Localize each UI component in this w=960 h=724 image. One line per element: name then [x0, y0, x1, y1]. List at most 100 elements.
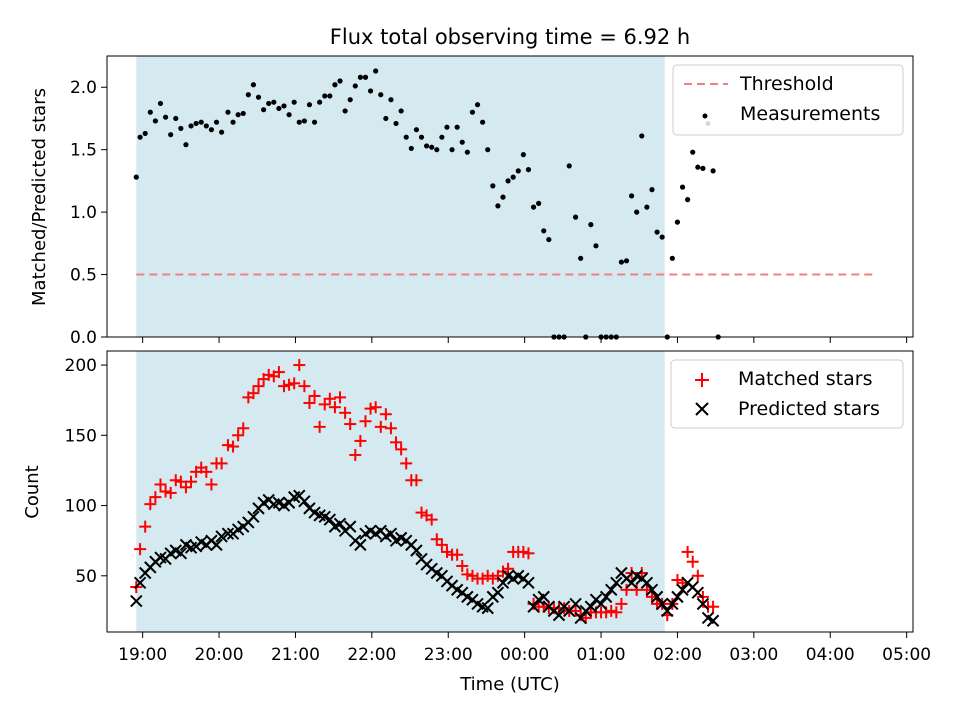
y-tick-label: 0.0	[70, 328, 97, 348]
measurement-point	[225, 109, 231, 115]
y-tick-label: 200	[65, 356, 97, 376]
matched-point	[339, 406, 352, 419]
matched-point	[139, 520, 152, 533]
predicted-point	[215, 530, 228, 543]
matched-point	[522, 547, 535, 560]
measurement-point	[367, 88, 374, 94]
x-tick-label: 01:00	[577, 645, 626, 665]
measurement-point	[218, 129, 225, 135]
measurement-point	[245, 92, 251, 98]
predicted-point	[354, 538, 367, 552]
top-shaded-span	[136, 56, 665, 337]
measurement-point	[250, 82, 257, 88]
measurement-point	[235, 112, 241, 118]
matched-point	[215, 457, 228, 470]
predicted-point	[625, 576, 638, 590]
matched-point	[232, 429, 245, 442]
matched-point	[169, 474, 182, 487]
matched-point	[313, 420, 326, 433]
measurement-point	[296, 119, 302, 125]
matched-point	[200, 465, 213, 478]
matched-point	[318, 398, 331, 411]
x-tick-label: 05:00	[882, 645, 931, 665]
legend-measurements-swatch	[702, 113, 708, 119]
measurement-point	[388, 97, 394, 103]
matched-point	[272, 366, 285, 379]
measurement-point	[286, 112, 292, 118]
measurement-point	[347, 97, 353, 103]
measurement-point	[454, 124, 460, 130]
matched-point	[159, 485, 172, 498]
matched-point	[354, 434, 367, 447]
top-legend-box	[672, 64, 904, 136]
y-tick-label: 1.0	[70, 203, 97, 223]
measurement-point	[572, 214, 579, 220]
matched-point	[486, 572, 499, 585]
measurement-point	[695, 164, 701, 170]
predicted-point	[384, 527, 398, 540]
matched-point	[349, 448, 362, 461]
matched-point	[247, 387, 260, 400]
x-tick-label: 03:00	[729, 645, 778, 665]
measurement-point	[654, 229, 660, 235]
x-axis-label: Time (UTC)	[459, 674, 560, 695]
matched-point	[308, 389, 321, 402]
measurement-point	[240, 110, 246, 117]
measurement-point	[327, 93, 333, 99]
measurement-point	[213, 119, 220, 125]
measurement-point	[306, 102, 313, 108]
measurement-point	[629, 193, 635, 199]
measurement-point	[710, 168, 716, 174]
measurement-point	[474, 102, 481, 108]
measurement-point	[266, 100, 272, 107]
measurement-point	[373, 68, 379, 74]
measurement-point	[271, 99, 277, 105]
matched-point	[610, 606, 623, 619]
measurement-point	[152, 118, 158, 124]
measurement-point	[495, 203, 501, 209]
bottom-shaded-span	[136, 351, 665, 632]
predicted-point	[671, 590, 684, 604]
matched-point	[359, 415, 372, 428]
matched-point	[620, 583, 633, 596]
measurement-point	[429, 144, 435, 150]
matched-point	[344, 418, 357, 431]
measurement-point	[342, 108, 348, 114]
matched-point	[430, 533, 443, 546]
matched-point	[440, 545, 453, 558]
matched-point	[686, 555, 699, 568]
matched-point	[323, 392, 336, 405]
measurement-point	[398, 108, 404, 114]
measurement-point	[530, 204, 537, 210]
x-tick-label: 22:00	[347, 645, 396, 665]
matched-point	[144, 498, 157, 511]
measurement-point	[178, 125, 184, 132]
predicted-point	[666, 597, 679, 611]
bottom-legend: Matched stars Predicted stars	[670, 359, 904, 429]
measurement-point	[337, 78, 343, 84]
bottom-legend-box	[670, 359, 904, 429]
matched-point	[252, 380, 265, 393]
matched-point	[154, 478, 167, 491]
matched-point	[395, 443, 408, 456]
measurement-point	[649, 187, 655, 193]
matched-point	[605, 604, 618, 617]
predicted-point	[574, 611, 587, 625]
x-tick-label: 20:00	[195, 645, 244, 665]
measurement-point	[322, 93, 328, 99]
matched-point	[630, 583, 643, 596]
predicted-point	[491, 586, 505, 599]
measurement-point	[566, 163, 572, 169]
matched-point	[400, 457, 413, 470]
measurement-point	[464, 149, 470, 155]
legend-measurements-label: Measurements	[740, 103, 880, 125]
predicted-point	[584, 600, 598, 613]
predicted-point	[691, 586, 705, 599]
y-tick-label: 50	[75, 567, 97, 587]
y-tick-label: 1.5	[70, 141, 97, 161]
predicted-point	[130, 594, 143, 608]
measurement-point	[679, 184, 686, 190]
predicted-point	[410, 544, 423, 557]
matched-point	[179, 481, 192, 494]
measurement-point	[291, 99, 297, 105]
